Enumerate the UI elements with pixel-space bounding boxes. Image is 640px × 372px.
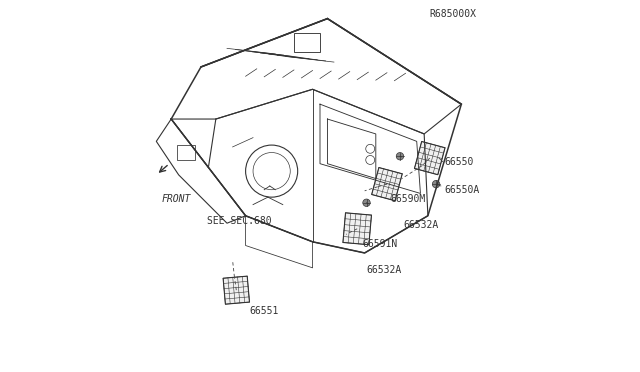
FancyBboxPatch shape (223, 276, 250, 304)
Text: R685000X: R685000X (429, 9, 476, 19)
Text: SEE SEC.680: SEE SEC.680 (207, 217, 271, 226)
Text: 66551: 66551 (250, 306, 278, 315)
Text: FRONT: FRONT (162, 194, 191, 204)
Text: 66590M: 66590M (390, 194, 426, 204)
Circle shape (363, 199, 370, 206)
Text: 66591N: 66591N (363, 239, 398, 248)
FancyBboxPatch shape (343, 213, 371, 245)
Text: 66532A: 66532A (367, 265, 402, 275)
Text: 66550A: 66550A (445, 185, 480, 195)
Circle shape (433, 180, 440, 188)
FancyBboxPatch shape (415, 141, 445, 175)
Circle shape (396, 153, 404, 160)
FancyBboxPatch shape (372, 167, 403, 201)
Text: 66550: 66550 (445, 157, 474, 167)
Text: 66532A: 66532A (404, 220, 439, 230)
